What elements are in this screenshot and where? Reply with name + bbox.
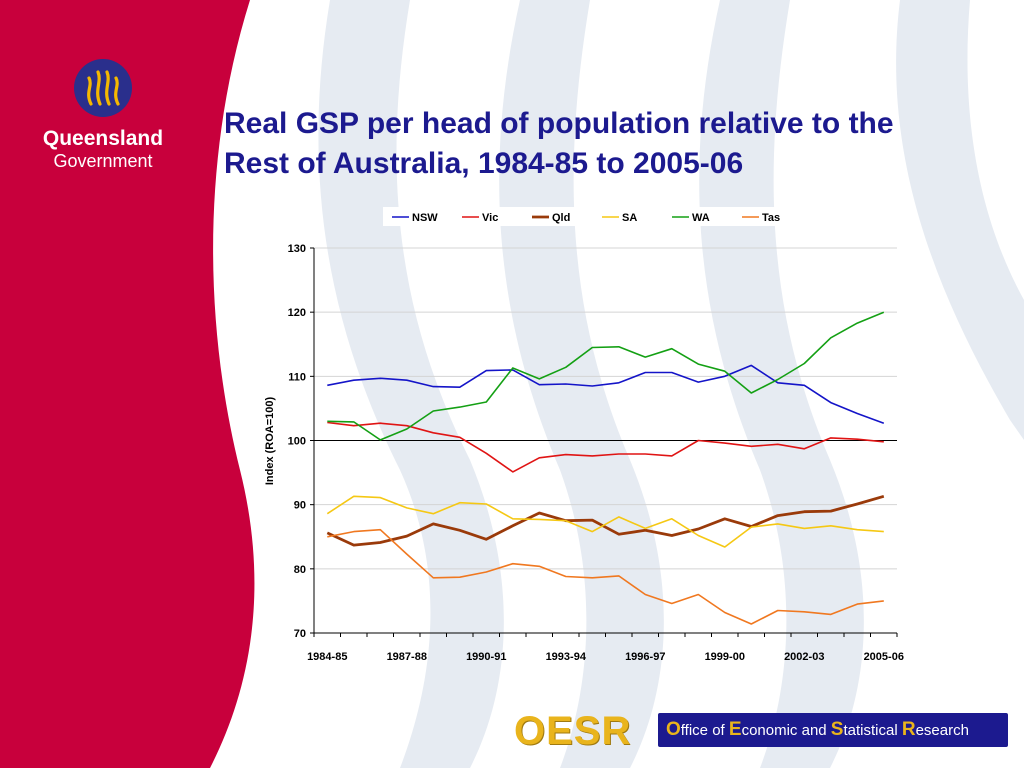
chart-legend: NSW Vic Qld SA WA Tas — [392, 212, 780, 224]
queensland-emblem-icon — [74, 59, 132, 117]
oesr-footer-logo: OESR Office of Economic and Statistical … — [510, 710, 1010, 752]
legend-label-wa: WA — [692, 212, 710, 224]
oesr-full-name: Office of Economic and Statistical Resea… — [658, 713, 1008, 747]
legend-label-sa: SA — [622, 212, 637, 224]
x-tick-label: 1996-97 — [625, 651, 665, 663]
legend-label-tas: Tas — [762, 212, 780, 224]
y-tick-label: 80 — [294, 564, 306, 576]
y-tick-label: 120 — [288, 307, 306, 319]
x-tick-label: 2005-06 — [864, 651, 904, 663]
x-tick-label: 1987-88 — [387, 651, 427, 663]
red-side-band — [0, 0, 255, 768]
queensland-government-logo: Queensland Government — [28, 58, 178, 171]
x-tick-label: 1984-85 — [307, 651, 347, 663]
y-tick-label: 130 — [288, 243, 306, 255]
chart-axes: 70 80 90 100 110 120 130 1984-85 1987-88 1990-91 1… — [288, 243, 904, 663]
x-tick-label: 1993-94 — [546, 651, 587, 663]
oesr-wordmark: OESR — [514, 709, 632, 753]
logo-text-queensland: Queensland — [42, 127, 164, 150]
legend-background — [383, 207, 815, 226]
legend-label-nsw: NSW — [412, 212, 438, 224]
series-line-wa — [327, 311, 885, 441]
chart-gridlines — [314, 247, 897, 570]
chart-series — [326, 311, 885, 625]
y-tick-label: 100 — [288, 436, 306, 448]
logo-text-government: Government — [53, 151, 153, 171]
y-tick-label: 90 — [294, 500, 306, 512]
slide-title: Real GSP per head of population relative… — [224, 107, 894, 180]
background-swoosh-decoration — [318, 0, 1024, 768]
series-line-sa — [326, 495, 884, 548]
y-tick-label: 110 — [288, 371, 306, 383]
legend-label-qld: Qld — [552, 212, 570, 224]
x-tick-label: 2002-03 — [784, 651, 824, 663]
series-line-tas — [327, 528, 884, 625]
x-tick-label: 1990-91 — [466, 651, 506, 663]
series-line-nsw — [327, 364, 885, 424]
y-tick-label: 70 — [294, 628, 306, 640]
legend-label-vic: Vic — [482, 212, 498, 224]
series-line-vic — [327, 421, 884, 473]
y-axis-label: Index (ROA=100) — [264, 397, 276, 486]
x-tick-label: 1999-00 — [705, 651, 745, 663]
series-line-qld — [326, 494, 885, 547]
